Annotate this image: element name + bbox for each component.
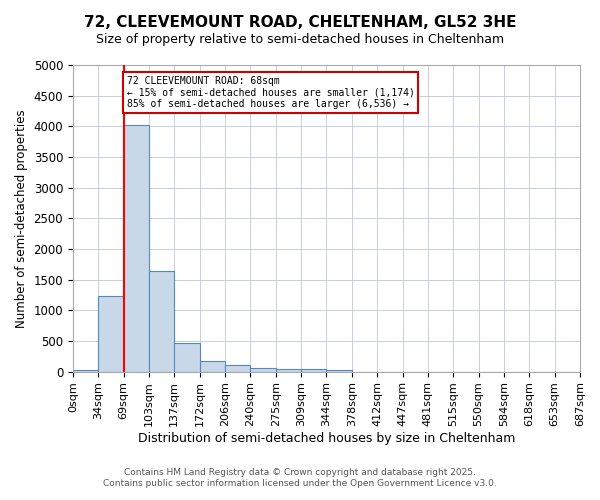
Bar — [124, 125, 149, 372]
Bar — [326, 370, 352, 372]
Bar — [200, 361, 225, 372]
Text: Contains HM Land Registry data © Crown copyright and database right 2025.
Contai: Contains HM Land Registry data © Crown c… — [103, 468, 497, 487]
Text: 72, CLEEVEMOUNT ROAD, CHELTENHAM, GL52 3HE: 72, CLEEVEMOUNT ROAD, CHELTENHAM, GL52 3… — [84, 15, 516, 30]
Bar — [225, 365, 250, 372]
X-axis label: Distribution of semi-detached houses by size in Cheltenham: Distribution of semi-detached houses by … — [138, 432, 515, 445]
Bar — [149, 271, 175, 372]
Text: Size of property relative to semi-detached houses in Cheltenham: Size of property relative to semi-detach… — [96, 32, 504, 46]
Bar — [301, 370, 326, 372]
Bar — [276, 368, 301, 372]
Bar — [175, 343, 200, 372]
Y-axis label: Number of semi-detached properties: Number of semi-detached properties — [15, 109, 28, 328]
Text: 72 CLEEVEMOUNT ROAD: 68sqm
← 15% of semi-detached houses are smaller (1,174)
85%: 72 CLEEVEMOUNT ROAD: 68sqm ← 15% of semi… — [127, 76, 415, 109]
Bar — [250, 368, 276, 372]
Bar — [73, 370, 98, 372]
Bar — [98, 296, 124, 372]
